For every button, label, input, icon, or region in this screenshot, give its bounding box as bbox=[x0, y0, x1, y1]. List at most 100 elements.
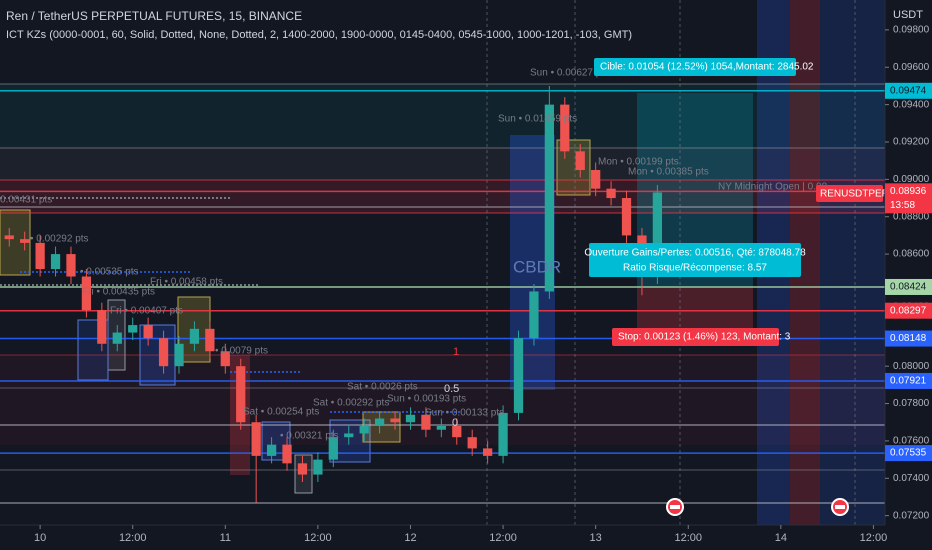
candle-body bbox=[205, 328, 215, 352]
session-label: • 0.00292 pts bbox=[30, 234, 89, 245]
candle-body bbox=[390, 418, 400, 423]
candle-body bbox=[405, 414, 416, 423]
fib-label: 0.5 bbox=[444, 383, 459, 395]
candle-body bbox=[344, 433, 354, 438]
candle-body bbox=[297, 463, 308, 475]
candle-body bbox=[436, 425, 446, 430]
time-axis-bg bbox=[0, 525, 885, 550]
y-tick-label: 0.09600 bbox=[893, 62, 930, 73]
open-label: Ouverture Gains/Pertes: 0.00516, Qté: 87… bbox=[584, 248, 806, 259]
x-tick-label: 14 bbox=[775, 532, 787, 544]
zone bbox=[820, 0, 885, 525]
candle-body bbox=[328, 437, 338, 460]
candle-body bbox=[236, 366, 246, 423]
candle-body bbox=[606, 188, 616, 199]
candle-body bbox=[483, 448, 493, 456]
session-label: Sat • 0.0026 pts bbox=[347, 382, 418, 393]
candle-body bbox=[652, 192, 663, 277]
target-label: Cible: 0.01054 (12.52%) 1054,Montant: 28… bbox=[600, 62, 814, 73]
candle-body bbox=[112, 332, 122, 344]
y-tick-label: 0.09400 bbox=[893, 99, 930, 110]
candle-body bbox=[359, 425, 369, 434]
candle-body bbox=[560, 104, 570, 152]
session-label: Sun • 0.01459 pts bbox=[498, 114, 577, 125]
session-label: 0.00431 pts bbox=[0, 195, 52, 206]
session-label: • 0.00535 pts bbox=[80, 267, 139, 278]
candle-body bbox=[452, 425, 462, 438]
candle-body bbox=[266, 444, 277, 456]
open-box bbox=[589, 243, 801, 277]
candle-body bbox=[158, 338, 169, 367]
price-marker-label: 0.07535 bbox=[890, 448, 927, 459]
event-flag-band bbox=[670, 505, 680, 509]
countdown-label: 13:58 bbox=[890, 200, 915, 211]
candle-body bbox=[513, 338, 524, 413]
x-tick-label: 11 bbox=[220, 532, 231, 544]
zone bbox=[0, 84, 885, 148]
candle-body bbox=[128, 325, 138, 333]
session-label: Sun • 0.00627 pts bbox=[530, 68, 609, 79]
candle-body bbox=[81, 276, 92, 311]
zone bbox=[0, 148, 885, 180]
candle-body bbox=[498, 412, 508, 456]
candle-body bbox=[220, 351, 230, 367]
candle-body bbox=[35, 242, 45, 270]
price-marker bbox=[885, 330, 932, 347]
price-marker-label: 0.07921 bbox=[890, 376, 927, 387]
y-tick-label: 0.07800 bbox=[893, 398, 930, 409]
y-tick-label: 0.09200 bbox=[893, 137, 930, 148]
session-label: Sat • 0.00254 pts bbox=[243, 407, 319, 418]
price-marker bbox=[885, 445, 932, 462]
symbol-label: RENUSDTPERP bbox=[820, 189, 896, 200]
price-marker-label: 0.09474 bbox=[890, 85, 927, 96]
candle-body bbox=[529, 291, 539, 339]
y-tick-label: 0.07400 bbox=[893, 473, 930, 484]
candle-body bbox=[575, 151, 585, 171]
x-tick-label: 10 bbox=[34, 532, 46, 544]
candle-body bbox=[544, 104, 554, 292]
y-tick-label: 0.09000 bbox=[893, 174, 930, 185]
fib-label: 0 bbox=[452, 417, 458, 429]
x-tick-label: 13 bbox=[590, 532, 602, 544]
price-marker bbox=[885, 372, 932, 389]
x-tick-label: 12:00 bbox=[304, 532, 332, 544]
candle-body bbox=[143, 325, 153, 339]
y-tick-label: 0.08000 bbox=[893, 361, 930, 372]
session-label: Mon • 0.00385 pts bbox=[628, 167, 709, 178]
candle-body bbox=[591, 170, 601, 189]
candle-body bbox=[251, 422, 261, 456]
x-tick-label: 12:00 bbox=[674, 532, 702, 544]
price-marker bbox=[885, 82, 932, 99]
session-label: Sat • 0.00292 pts bbox=[313, 398, 389, 409]
candle-body bbox=[313, 459, 323, 475]
x-tick-label: 12:00 bbox=[119, 532, 147, 544]
y-tick-label: 0.07200 bbox=[893, 510, 930, 521]
session-label: Sun • 0.00193 pts bbox=[387, 394, 466, 405]
price-marker bbox=[885, 302, 932, 319]
price-marker-label: 0.08424 bbox=[890, 282, 927, 293]
price-marker-label: 0.08297 bbox=[890, 305, 927, 316]
y-axis-label: USDT bbox=[893, 9, 923, 21]
stop-label: Stop: 0.00123 (1.46%) 123, Montant: 3 bbox=[618, 332, 791, 343]
price-marker-label: 0.08148 bbox=[890, 333, 927, 344]
candle-body bbox=[4, 235, 14, 240]
session-label: Fri • 0.00435 pts bbox=[82, 287, 155, 298]
zone bbox=[0, 355, 885, 445]
x-tick-label: 12:00 bbox=[860, 532, 888, 544]
price-marker bbox=[885, 183, 932, 214]
session-label: Sun • 0.00133 pts bbox=[425, 408, 504, 419]
cbdr-label: CBDR bbox=[513, 257, 561, 276]
candle-body bbox=[421, 414, 431, 430]
overlay-layer: Sun • 0.00627 pts Sun • 0.01459 pts Mon • … bbox=[0, 58, 896, 516]
candle-body bbox=[467, 437, 477, 449]
session-label: Fri • 0.00458 pts bbox=[150, 277, 223, 288]
axis-layer: 0.09800 0.09600 0.09400 0.09200 0.09000 0.088… bbox=[34, 25, 932, 544]
chart-title: Ren / TetherUS PERPETUAL FUTURES, 15, BI… bbox=[6, 9, 302, 23]
y-tick-label: 0.09800 bbox=[893, 25, 930, 36]
candle-body bbox=[174, 343, 184, 367]
x-tick-label: 12 bbox=[404, 532, 416, 544]
candle-body bbox=[282, 444, 292, 464]
candle-body bbox=[374, 418, 385, 426]
